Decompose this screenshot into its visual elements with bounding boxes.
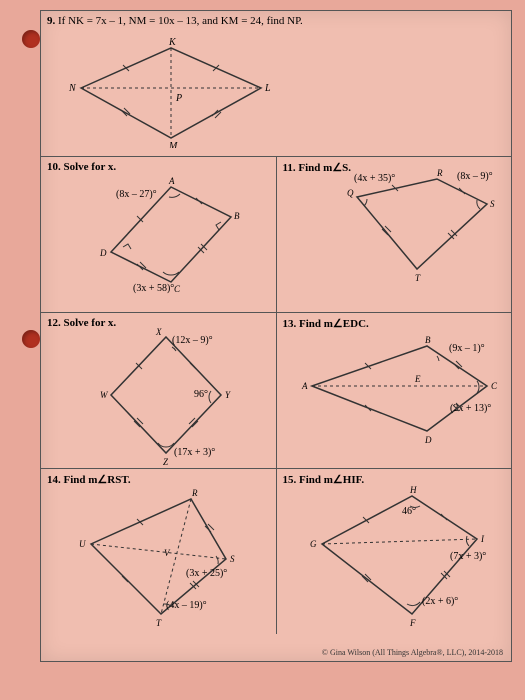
q9-num: 9.	[47, 15, 55, 27]
q9-statement: If NK = 7x – 1, NM = 10x – 13, and KM = …	[58, 15, 303, 27]
row-14-15: 14. Find m∠RST. U R S T V (3x + 25)° (4x…	[41, 469, 511, 634]
svg-text:A: A	[301, 381, 308, 391]
svg-text:B: B	[425, 335, 431, 345]
svg-text:M: M	[168, 141, 178, 148]
svg-text:K: K	[168, 37, 177, 48]
q15-kite: G H I F 46° (7x + 3)° (2x + 6)°	[292, 484, 502, 629]
svg-text:S: S	[490, 199, 495, 209]
svg-text:(8x – 9)°: (8x – 9)°	[457, 171, 493, 182]
svg-text:Z: Z	[163, 457, 169, 465]
q10-cell: 10. Solve for x. A B C D (8x – 27)° (3x …	[41, 157, 277, 312]
q11-cell: 11. Find m∠S. Q R S T (4x + 35)° (8x – 9…	[277, 157, 512, 312]
svg-text:X: X	[155, 327, 162, 337]
svg-text:A: A	[168, 176, 175, 186]
svg-text:(12x – 9)°: (12x – 9)°	[172, 335, 213, 346]
svg-text:(3x + 25)°: (3x + 25)°	[186, 568, 227, 579]
svg-text:(3x + 58)°: (3x + 58)°	[133, 283, 174, 294]
svg-text:R: R	[436, 169, 443, 178]
punch-hole	[22, 330, 40, 348]
row-12-13: 12. Solve for x. X Y Z W (12x – 9)° 96° …	[41, 313, 511, 469]
svg-text:(4x – 19)°: (4x – 19)°	[166, 600, 207, 611]
svg-text:D: D	[424, 435, 432, 445]
q15-cell: 15. Find m∠HIF. G H I F 46° (7x + 3)° (2…	[277, 469, 512, 634]
q14-cell: 14. Find m∠RST. U R S T V (3x + 25)° (4x…	[41, 469, 277, 634]
svg-text:T: T	[156, 618, 162, 628]
svg-text:N: N	[68, 83, 77, 94]
punch-hole	[22, 30, 40, 48]
q13-cell: 13. Find m∠EDC. A B C D E (9x – 1)° (2x …	[277, 313, 512, 468]
row-10-11: 10. Solve for x. A B C D (8x – 27)° (3x …	[41, 157, 511, 313]
q13-prompt: 13. Find m∠EDC.	[283, 317, 369, 330]
svg-text:T: T	[415, 273, 421, 283]
svg-text:(2x + 6)°: (2x + 6)°	[422, 596, 458, 607]
q13-kite: A B C D E (9x – 1)° (2x + 13)°	[287, 331, 507, 461]
svg-text:L: L	[264, 83, 271, 94]
svg-text:E: E	[414, 374, 421, 384]
svg-text:G: G	[310, 539, 317, 549]
svg-text:C: C	[174, 284, 181, 294]
svg-text:(8x – 27)°: (8x – 27)°	[116, 189, 157, 200]
svg-text:I: I	[480, 534, 485, 544]
svg-text:R: R	[191, 488, 198, 498]
svg-text:(17x + 3)°: (17x + 3)°	[174, 447, 215, 458]
worksheet-page: 9. If NK = 7x – 1, NM = 10x – 13, and KM…	[40, 10, 512, 662]
svg-text:F: F	[409, 618, 416, 628]
svg-text:Y: Y	[225, 390, 231, 400]
q14-kite: U R S T V (3x + 25)° (4x – 19)°	[66, 484, 266, 629]
svg-text:U: U	[79, 539, 86, 549]
q10-kite: A B C D (8x – 27)° (3x + 58)°	[81, 172, 261, 302]
svg-text:C: C	[491, 381, 498, 391]
q12-kite: X Y Z W (12x – 9)° 96° (17x + 3)°	[86, 325, 266, 465]
svg-text:P: P	[175, 93, 182, 104]
svg-text:H: H	[409, 485, 417, 495]
copyright-footer: © Gina Wilson (All Things Algebra®, LLC)…	[322, 648, 503, 657]
q9-kite: K N L M P	[51, 33, 301, 148]
svg-text:D: D	[99, 248, 107, 258]
q11-kite: Q R S T (4x + 35)° (8x – 9)°	[292, 169, 502, 299]
svg-text:96°: 96°	[194, 389, 208, 400]
q9-cell: 9. If NK = 7x – 1, NM = 10x – 13, and KM…	[41, 11, 511, 157]
svg-text:(7x + 3)°: (7x + 3)°	[450, 551, 486, 562]
svg-text:S: S	[230, 554, 235, 564]
q9-text: 9. If NK = 7x – 1, NM = 10x – 13, and KM…	[47, 15, 303, 27]
svg-text:(9x – 1)°: (9x – 1)°	[449, 343, 485, 354]
svg-text:W: W	[100, 390, 109, 400]
q12-cell: 12. Solve for x. X Y Z W (12x – 9)° 96° …	[41, 313, 277, 468]
svg-text:B: B	[234, 211, 240, 221]
svg-text:(4x + 35)°: (4x + 35)°	[354, 173, 395, 184]
svg-text:Q: Q	[347, 188, 354, 198]
